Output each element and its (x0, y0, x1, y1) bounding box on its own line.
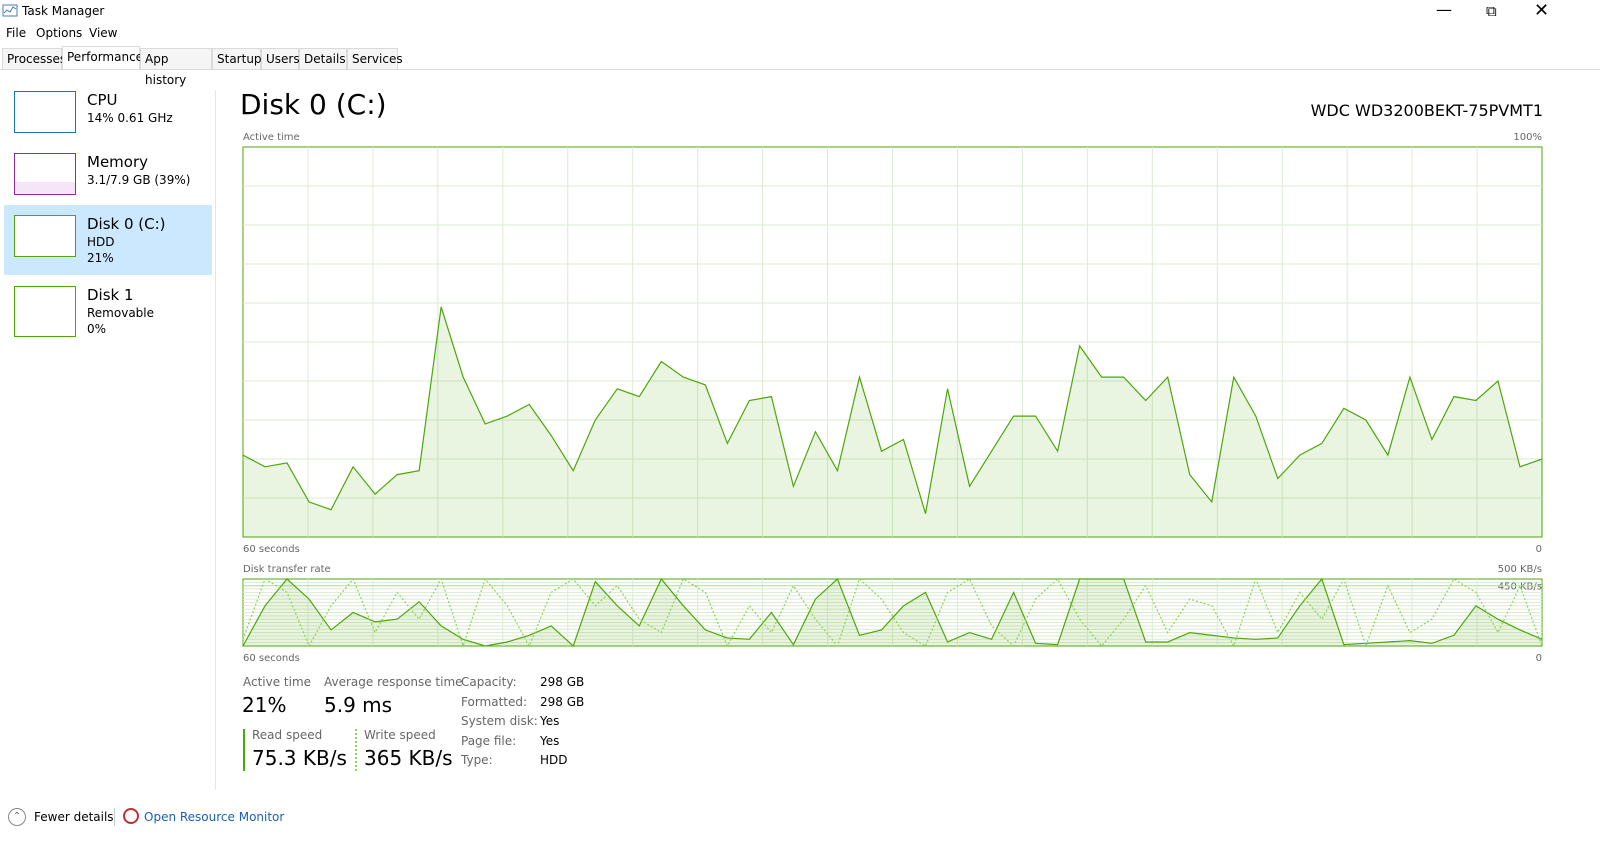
tab-border (0, 69, 1600, 70)
item-name[interactable]: Disk 0 (C:) (87, 215, 166, 233)
property-value: 298 GB (540, 694, 585, 709)
close-button[interactable]: ✕ (1534, 0, 1550, 21)
write-legend-bar (355, 729, 357, 771)
x-tick-label: 60 seconds (243, 653, 300, 664)
thumbnail (14, 215, 76, 257)
property-label: Type: (461, 753, 493, 767)
item-detail: 21% (87, 251, 114, 265)
stat-value: 365 KB/s (364, 746, 453, 770)
property-value: Yes (540, 714, 560, 728)
thumbnail (14, 153, 76, 195)
fewer-details-link[interactable]: Fewer details (34, 810, 114, 824)
property-label: Page file: (461, 733, 517, 748)
menu-item[interactable]: Options (36, 26, 83, 40)
legend-name: Write speed (364, 728, 436, 742)
minimize-button[interactable]: — (1436, 0, 1452, 19)
stat-label: Average response time (324, 675, 463, 689)
property-label: System disk: (461, 714, 538, 728)
active-time-area (243, 306, 1542, 537)
property-label: Capacity: (461, 675, 517, 689)
disk-model: WDC WD3200BEKT-75PVMT1 (1310, 101, 1543, 120)
chart-title: Active time (243, 132, 300, 143)
sidebar-border (215, 90, 216, 790)
item-detail: 14% 0.61 GHz (87, 111, 173, 125)
tab[interactable]: Performance (62, 46, 143, 70)
item-detail: 3.1/7.9 GB (39%) (87, 173, 191, 187)
tab[interactable]: Processes (2, 48, 66, 69)
read-legend-bar (243, 729, 245, 771)
stat-value: 21% (242, 693, 287, 717)
tab[interactable]: Startup (212, 48, 262, 69)
property-value: HDD (540, 753, 568, 767)
window-title: Task Manager (22, 4, 105, 18)
item-detail: Removable (87, 306, 155, 320)
footer-separator (114, 808, 115, 826)
menu-item[interactable]: View (89, 26, 118, 40)
property-label: Formatted: (461, 694, 528, 709)
menu-item[interactable]: File (6, 26, 27, 40)
property-value: 298 GB (540, 675, 585, 689)
y-tick-label: 100% (1513, 132, 1542, 143)
tab[interactable]: Services (347, 48, 403, 69)
x-tick-label: 60 seconds (243, 544, 300, 555)
chart-title: Disk transfer rate (243, 564, 331, 575)
tab[interactable]: Details (299, 48, 347, 69)
charts: Active time 100% 60 seconds 0 Disk transfer … (242, 132, 1543, 664)
tab[interactable]: App history (140, 48, 212, 87)
legend-name: Read speed (252, 728, 323, 742)
disk-title: Disk 0 (C:) (240, 88, 387, 121)
item-name[interactable]: Memory (87, 153, 149, 171)
read-line (242, 577, 1543, 648)
item-name[interactable]: Disk 1 (87, 286, 134, 304)
restore-button[interactable]: ⧉ (1486, 2, 1497, 20)
property-value: Yes (540, 733, 560, 748)
active-time-line (242, 306, 1543, 514)
y-tick-label: 500 KB/s (1498, 564, 1542, 575)
item-detail: HDD (87, 235, 115, 249)
x-tick-label: 0 (1536, 544, 1542, 555)
stat-value: 5.9 ms (324, 693, 393, 717)
stat-value: 75.3 KB/s (252, 746, 347, 770)
fewer-details-icon[interactable]: ⌃ (8, 808, 26, 826)
write-line (242, 577, 1543, 648)
stat-label: Active time (243, 675, 312, 689)
tab[interactable]: Users (261, 48, 300, 69)
thumbnail (14, 91, 76, 133)
x-tick-label: 0 (1536, 653, 1542, 664)
thumbnail (14, 286, 76, 337)
resource-monitor-icon (123, 808, 139, 824)
read-area (243, 579, 1542, 646)
item-detail: 0% (87, 322, 107, 336)
item-name[interactable]: CPU (87, 91, 118, 109)
resource-monitor-link[interactable]: Open Resource Monitor (144, 810, 285, 824)
app-icon (2, 4, 18, 17)
